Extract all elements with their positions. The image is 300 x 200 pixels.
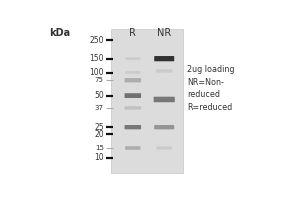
Text: 150: 150 [89,54,104,63]
Text: 100: 100 [89,68,104,77]
FancyBboxPatch shape [124,78,141,82]
Text: 25: 25 [94,123,104,132]
Text: 50: 50 [94,91,104,100]
Text: 2ug loading
NR=Non-
reduced
R=reduced: 2ug loading NR=Non- reduced R=reduced [188,65,235,112]
FancyBboxPatch shape [154,97,175,102]
FancyBboxPatch shape [154,56,174,61]
Text: 15: 15 [95,145,104,151]
FancyBboxPatch shape [125,146,140,150]
Text: NR: NR [157,28,171,38]
Text: 20: 20 [94,130,104,139]
FancyBboxPatch shape [157,146,172,150]
Text: 10: 10 [94,153,104,162]
FancyBboxPatch shape [154,125,174,129]
Bar [111,29,183,173]
FancyBboxPatch shape [156,69,172,73]
FancyBboxPatch shape [124,125,141,129]
FancyBboxPatch shape [124,93,141,98]
Text: 37: 37 [95,105,104,111]
FancyBboxPatch shape [125,71,140,74]
Text: R: R [129,28,136,38]
Text: 75: 75 [95,77,104,83]
Text: kDa: kDa [49,28,70,38]
Text: 250: 250 [89,36,104,45]
FancyBboxPatch shape [125,57,140,60]
FancyBboxPatch shape [124,106,141,110]
